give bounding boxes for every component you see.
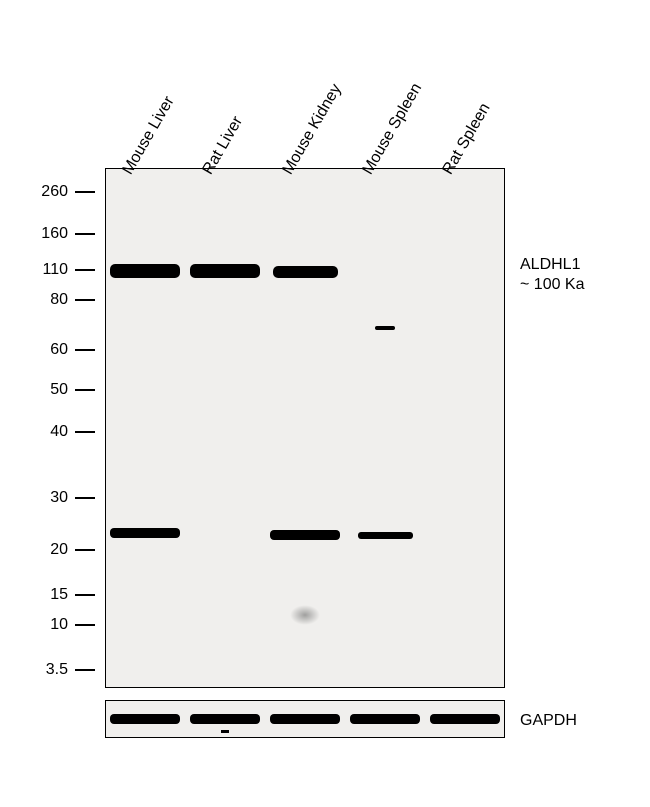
mw-label: 260	[28, 183, 68, 201]
mw-tick	[75, 624, 95, 626]
gapdh-band	[270, 714, 340, 724]
mw-label: 15	[28, 586, 68, 604]
target-label-line1: ALDHL1	[520, 256, 580, 274]
figure-container: Mouse Liver Rat Liver Mouse Kidney Mouse…	[0, 0, 650, 807]
lane-label: Mouse Kidney	[279, 81, 345, 178]
loading-control-label: GAPDH	[520, 712, 577, 730]
mw-label: 3.5	[28, 661, 68, 679]
gapdh-band	[350, 714, 420, 724]
blot-band	[358, 532, 413, 539]
mw-tick	[75, 497, 95, 499]
gapdh-band	[430, 714, 500, 724]
mw-label: 50	[28, 381, 68, 399]
lane-label: Mouse Spleen	[359, 80, 426, 178]
lane-label: Rat Spleen	[439, 100, 494, 178]
mw-label: 40	[28, 423, 68, 441]
mw-tick	[75, 269, 95, 271]
mw-tick	[75, 669, 95, 671]
gapdh-band	[190, 714, 260, 724]
mw-label: 10	[28, 616, 68, 634]
mw-tick	[75, 191, 95, 193]
blot-band	[375, 326, 395, 330]
blot-band	[110, 528, 180, 538]
mw-tick	[75, 299, 95, 301]
mw-label: 30	[28, 489, 68, 507]
mw-tick	[75, 431, 95, 433]
gapdh-dot	[221, 730, 229, 733]
gapdh-band	[110, 714, 180, 724]
mw-tick	[75, 594, 95, 596]
blot-band	[273, 266, 338, 278]
blot-smudge	[290, 605, 320, 625]
mw-tick	[75, 389, 95, 391]
mw-tick	[75, 549, 95, 551]
mw-label: 20	[28, 541, 68, 559]
mw-tick	[75, 349, 95, 351]
blot-band	[110, 264, 180, 278]
mw-label: 80	[28, 291, 68, 309]
blot-band	[270, 530, 340, 540]
target-label-line2: ~ 100 Ka	[520, 276, 585, 294]
mw-label: 160	[28, 225, 68, 243]
lane-label: Mouse Liver	[119, 94, 178, 178]
mw-label: 60	[28, 341, 68, 359]
mw-tick	[75, 233, 95, 235]
blot-band	[190, 264, 260, 278]
mw-label: 110	[28, 261, 68, 279]
